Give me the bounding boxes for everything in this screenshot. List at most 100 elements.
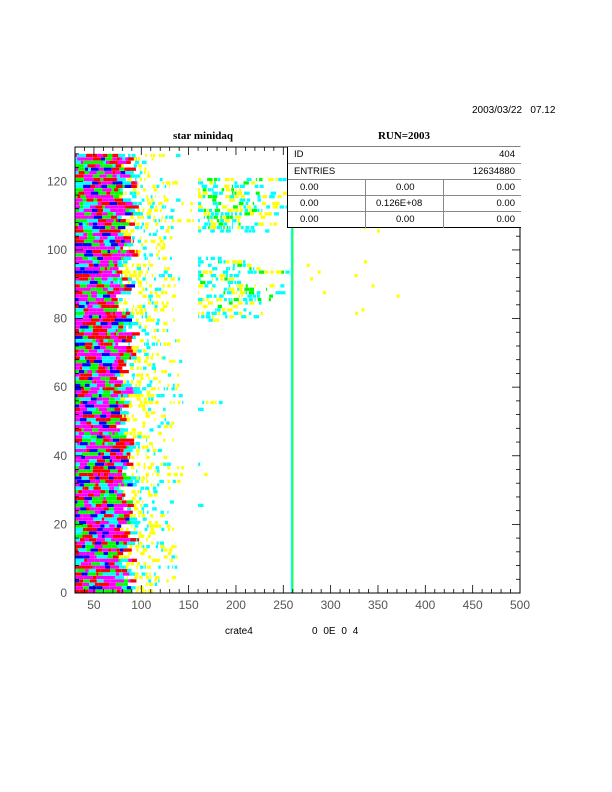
heatmap-cell (245, 225, 250, 230)
heatmap-cell (130, 538, 140, 542)
heatmap-cell (87, 524, 93, 528)
heatmap-cell (86, 222, 89, 226)
heatmap-cell (158, 287, 162, 291)
heatmap-cell (212, 191, 218, 195)
heatmap-cell (75, 174, 84, 178)
heatmap-cell (108, 507, 112, 511)
heatmap-cell (83, 205, 90, 209)
heatmap-cell (102, 442, 105, 446)
heatmap-cell (110, 558, 119, 562)
heatmap-cell (245, 301, 248, 305)
heatmap-cell (83, 188, 91, 192)
heatmap-cell (92, 442, 96, 446)
heatmap-cell (98, 407, 107, 411)
heatmap-cell (89, 555, 95, 559)
heatmap-cell (152, 363, 156, 367)
heatmap-cell (110, 195, 114, 199)
heatmap-cell (169, 500, 174, 504)
heatmap-cell (79, 201, 84, 206)
heatmap-cell (144, 239, 148, 243)
heatmap-cell (120, 249, 127, 254)
heatmap-cell (130, 229, 135, 233)
heatmap-cell (93, 177, 101, 182)
heatmap-cell (153, 215, 156, 219)
heatmap-cell (322, 291, 326, 295)
heatmap-cell (114, 510, 122, 514)
heatmap-cell (120, 229, 125, 233)
heatmap-cell (75, 318, 83, 322)
stats-box: ID 404 ENTRIES 12634880 0.00 0.00 0.00 0… (287, 147, 521, 228)
y-tick-label: 40 (54, 449, 68, 463)
heatmap-cell (128, 325, 132, 329)
heatmap-cell (120, 397, 126, 401)
heatmap-cell (132, 270, 137, 274)
heatmap-cell (236, 284, 238, 288)
heatmap-cell (212, 267, 218, 271)
heatmap-cell (75, 431, 79, 436)
heatmap-cell (133, 431, 136, 436)
heatmap-cell (157, 339, 160, 343)
heatmap-cell (102, 212, 108, 216)
heatmap-cell (138, 445, 140, 449)
heatmap-cell (131, 586, 136, 590)
heatmap-cell (154, 579, 157, 583)
heatmap-cell (124, 531, 131, 535)
heatmap-cell (81, 390, 89, 394)
heatmap-cell (109, 424, 117, 429)
heatmap-cell (146, 544, 150, 549)
heatmap-cell (97, 301, 107, 305)
heatmap-cell (129, 363, 134, 367)
heatmap-cell (98, 452, 101, 456)
heatmap-cell (117, 387, 121, 391)
heatmap-cell (92, 304, 100, 309)
heatmap-cell (265, 229, 270, 233)
heatmap-cell (237, 219, 240, 223)
heatmap-cell (85, 167, 89, 171)
heatmap-cell (117, 232, 127, 237)
heatmap-cell (92, 174, 100, 178)
heatmap-cell (82, 249, 86, 254)
heatmap-cell (261, 201, 267, 206)
heatmap-cell (130, 352, 135, 357)
heatmap-cell (89, 459, 97, 463)
heatmap-cell (137, 249, 141, 254)
heatmap-cell (242, 263, 246, 267)
heatmap-cell (87, 297, 96, 302)
heatmap-cell (139, 311, 144, 315)
heatmap-cell (273, 222, 278, 226)
heatmap-cell (143, 229, 145, 233)
heatmap-cell (147, 171, 149, 175)
heatmap-cell (83, 160, 89, 164)
heatmap-cell (75, 195, 78, 199)
heatmap-cell (248, 311, 252, 315)
heatmap-cell (158, 524, 162, 528)
heatmap-cell (207, 219, 210, 223)
x-tick-label: 50 (87, 598, 101, 612)
x-tick-label: 500 (510, 598, 530, 612)
heatmap-cell (129, 208, 135, 213)
heatmap-cell (127, 232, 131, 237)
heatmap-cell (114, 462, 123, 466)
x-tick-label: 150 (179, 598, 199, 612)
heatmap-cell (146, 565, 152, 569)
heatmap-cell (160, 462, 163, 466)
heatmap-cell (92, 428, 99, 432)
heatmap-cell (95, 476, 100, 480)
heatmap-cell (110, 249, 118, 254)
heatmap-cell (125, 308, 129, 312)
heatmap-cell (125, 205, 133, 209)
heatmap-cell (75, 270, 83, 274)
heatmap-cell (129, 544, 133, 549)
heatmap-cell (87, 236, 96, 240)
heatmap-cell (94, 195, 101, 199)
heatmap-cell (218, 260, 220, 264)
heatmap-cell (125, 219, 131, 223)
heatmap-cell (106, 421, 116, 425)
heatmap-cell (81, 280, 90, 285)
heatmap-cell (126, 345, 132, 350)
y-tick-label: 60 (54, 380, 68, 394)
heatmap-cell (128, 558, 133, 562)
heatmap-cell (117, 418, 121, 422)
heatmap-cell (77, 442, 80, 446)
heatmap-cell (166, 342, 171, 346)
